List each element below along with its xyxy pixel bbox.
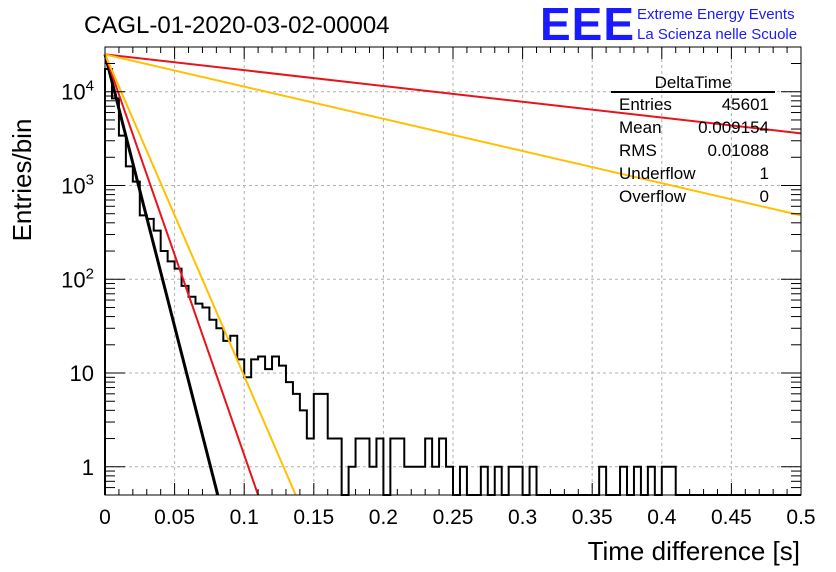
fit-lines-layer: [103, 53, 802, 496]
fit-line-yellow-2: [104, 54, 297, 496]
y-axis-title: Entries/bin: [7, 119, 37, 242]
grid-layer: [105, 47, 801, 495]
eee-logo: EEE Extreme Energy Events La Scienza nel…: [540, 0, 797, 50]
y-tick-labels: 1 10 102 103 104: [61, 78, 94, 480]
x-axis-title: Time difference [s]: [588, 536, 800, 566]
x-tick-label: 0.05: [154, 506, 195, 529]
fit-line-yellow-4: [104, 53, 802, 217]
stats-label: Entries: [619, 95, 672, 114]
y-tick-label: 1: [82, 455, 94, 480]
x-tick-labels: 0 0.05 0.1 0.15 0.2 0.25 0.3 0.35 0.4 0.45 0.5: [99, 506, 815, 529]
logo-line-1: Extreme Energy Events: [637, 6, 795, 23]
stats-value: 0.01088: [708, 141, 769, 160]
x-tick-label: 0.25: [433, 506, 474, 529]
x-tick-label: 0.45: [711, 506, 752, 529]
x-tick-label: 0: [99, 506, 111, 529]
x-tick-label: 0.5: [786, 506, 815, 529]
logo-line-2: La Scienza nelle Scuole: [637, 26, 797, 43]
stats-value: 1: [760, 164, 769, 183]
stats-label: Underflow: [619, 164, 696, 183]
y-tick-label: 104: [61, 78, 94, 105]
stats-label: Overflow: [619, 187, 687, 206]
stats-label: RMS: [619, 141, 657, 160]
stats-value: 0: [760, 187, 769, 206]
y-tick-label: 102: [61, 265, 94, 292]
stats-rows: Entries 45601 Mean 0.009154 RMS 0.01088 Underf…: [619, 95, 769, 206]
y-tick-label: 10: [70, 361, 94, 386]
x-tick-label: 0.3: [508, 506, 537, 529]
y-tick-label: 103: [61, 171, 94, 198]
x-tick-label: 0.1: [230, 506, 259, 529]
fit-line-red-1: [104, 54, 260, 496]
stats-value: 0.009154: [698, 118, 769, 137]
stats-label: Mean: [619, 118, 662, 137]
stats-box: DeltaTime Entries 45601 Mean 0.009154 RMS 0.0…: [611, 73, 775, 206]
logo-mark: EEE: [540, 0, 635, 50]
fit-line-red-3: [104, 53, 802, 135]
x-tick-label: 0.35: [572, 506, 613, 529]
run-title: CAGL-01-2020-03-02-00004: [84, 12, 390, 39]
x-tick-label: 0.15: [293, 506, 334, 529]
x-tick-label: 0.2: [369, 506, 398, 529]
fit-line-black-0: [103, 54, 220, 496]
stats-title: DeltaTime: [655, 73, 732, 92]
histogram-steps: [104, 67, 801, 496]
ticks-layer: [104, 46, 802, 496]
x-tick-label: 0.4: [647, 506, 677, 529]
histogram-layer: [104, 67, 801, 496]
stats-value: 45601: [722, 95, 769, 114]
